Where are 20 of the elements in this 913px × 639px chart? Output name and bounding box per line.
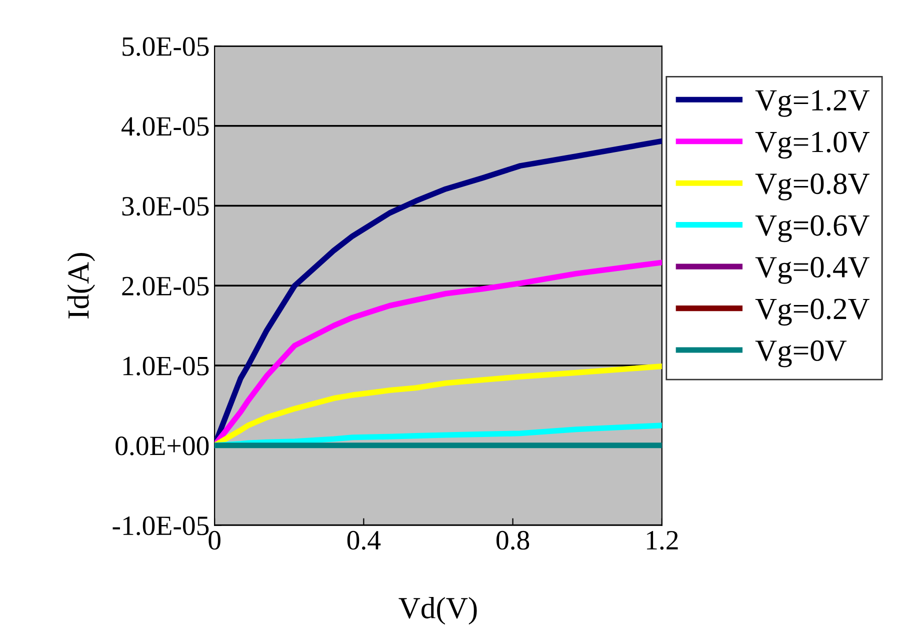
x-tick-label: 1.2	[647, 531, 678, 550]
y-tick-label: 3.0E-05	[122, 196, 209, 216]
y-axis-title: Id(A)	[67, 253, 96, 318]
legend-label: Vg=0V	[755, 340, 847, 368]
legend-label: Vg=0.6V	[755, 215, 870, 242]
y-tick-label: 4.0E-05	[122, 117, 209, 136]
y-tick-label: 5.0E-05	[122, 37, 209, 56]
legend-label: Vg=0.8V	[755, 173, 870, 200]
x-tick-label: 0.4	[347, 530, 381, 550]
legend-label: Vg=1.0V	[755, 132, 870, 159]
legend-label: Vg=0.4V	[755, 256, 870, 284]
y-tick-label: 0.0E+00	[116, 436, 209, 456]
x-tick-label: 0	[208, 530, 220, 550]
y-tick-label: -1.0E-05	[112, 516, 209, 536]
x-axis-title: Vd(V)	[398, 596, 477, 625]
legend-label: Vg=1.2V	[755, 90, 870, 117]
y-tick-label: 2.0E-05	[122, 276, 209, 296]
y-tick-label: 1.0E-05	[123, 356, 209, 376]
legend-label: Vg=0.2V	[755, 298, 870, 326]
x-tick-label: 0.8	[496, 530, 530, 550]
